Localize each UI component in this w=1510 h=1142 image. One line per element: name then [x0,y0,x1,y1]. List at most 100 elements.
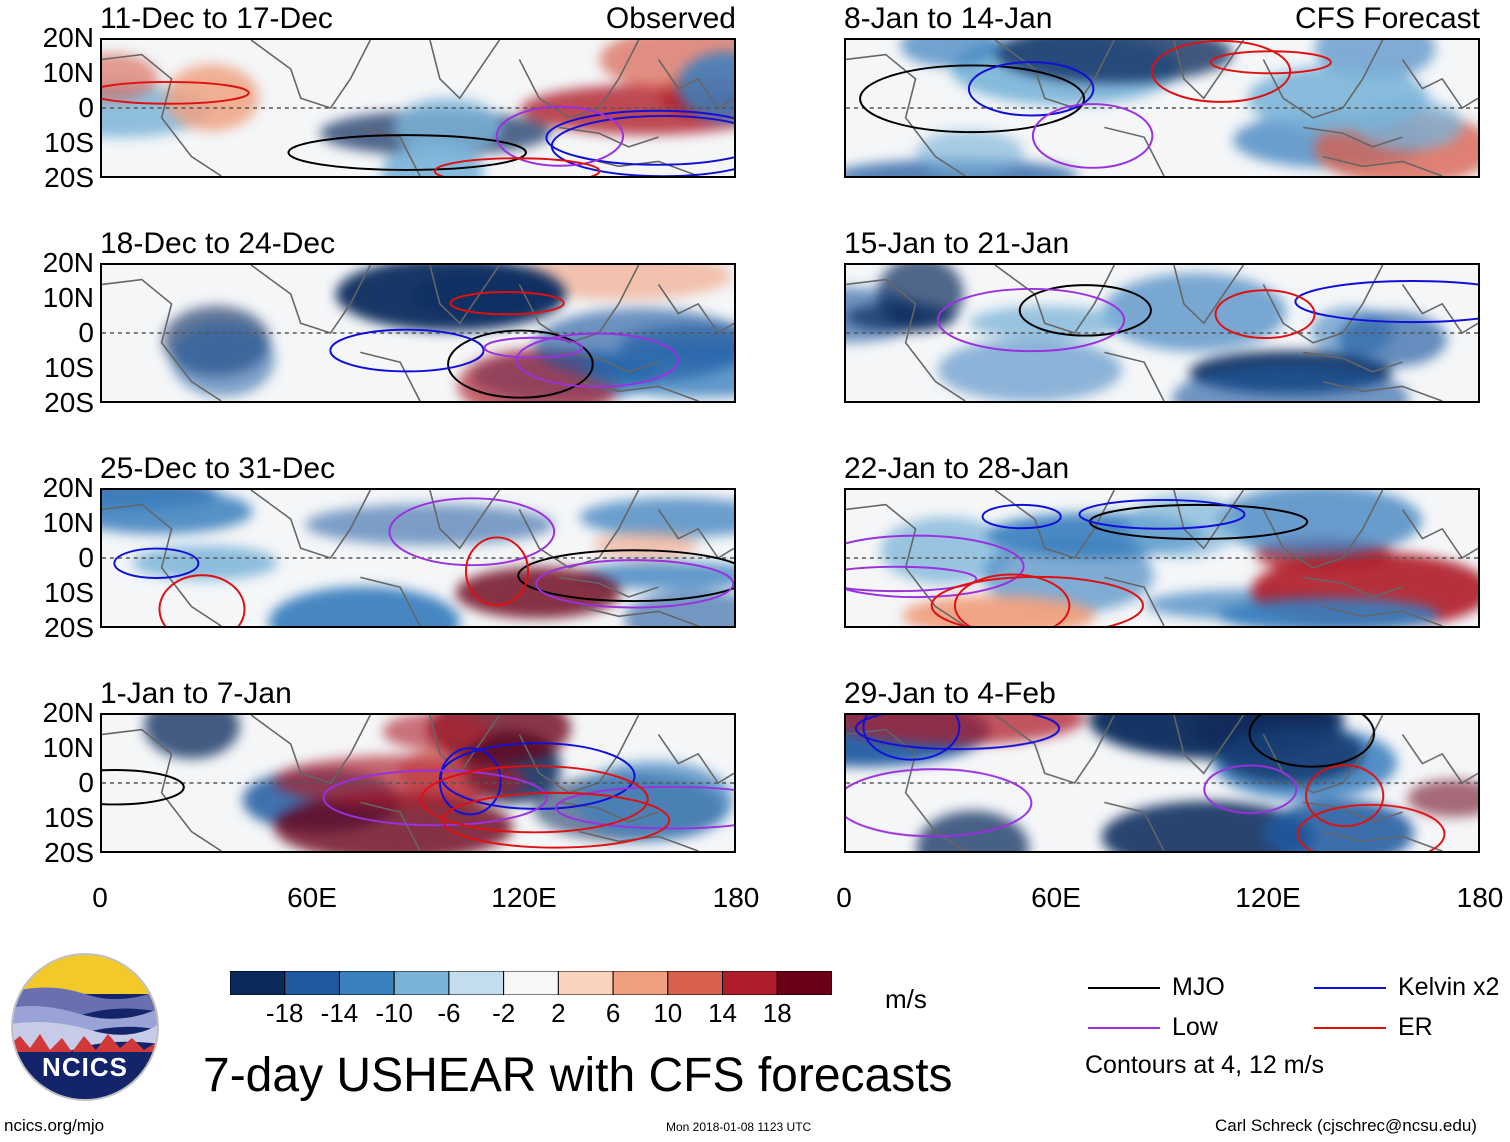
coastline [1401,283,1478,335]
coastline [518,40,640,119]
coastline [1104,801,1165,851]
contour-er [420,765,649,834]
y-tick-label: 0 [78,767,94,798]
contour-kelvin-x2 [862,715,961,761]
shear-map [846,490,1478,626]
map-panel [100,713,736,853]
contour-er [441,791,671,849]
coastline [1322,380,1443,401]
contour-kelvin-x2 [854,715,1061,751]
x-tick-label: 180 [712,882,760,913]
shear-anomaly-blob [534,308,734,382]
coastline [1302,126,1403,148]
coastline [657,733,734,785]
colorbar-swatch [722,970,778,996]
colorbar-tick-label: -10 [375,998,413,1028]
shear-anomaly-blob [132,545,278,581]
coastline [1173,490,1245,550]
contour-er [433,157,601,176]
coastline [1262,40,1384,119]
x-tick-label: 0 [836,882,852,913]
x-tick-label: 0 [92,882,108,913]
coastline [1322,605,1443,626]
colorbar-swatch [284,970,340,996]
contour-note: Contours at 4, 12 m/s [1085,1051,1325,1079]
shear-map [102,265,734,401]
shear-anomaly-blob [513,265,732,301]
y-tick-label: 10S [44,127,94,158]
shear-anomaly-blob [579,497,734,538]
y-tick-label: 10S [44,577,94,608]
legend-label: Kelvin x2 [1398,973,1500,1001]
colorbar-swatches [229,970,833,996]
contour-low [846,565,978,593]
shear-anomaly-blob [102,53,159,102]
colorbar-swatch [776,970,833,996]
panel-title: 18-Dec to 24-Dec [100,227,336,260]
colorbar-swatch [503,970,559,996]
contour-kelvin-x2 [113,547,200,579]
y-tick-label: 20N [42,472,94,503]
panel-tag: CFS Forecast [1294,2,1480,35]
coastline [1302,351,1403,373]
y-tick-label: 20N [42,22,94,53]
map-panel [844,713,1480,853]
shear-anomaly-blob [305,503,554,546]
contour-er [102,80,250,105]
coastline [578,605,699,626]
coastline [1322,155,1443,176]
contour-kelvin-x2 [981,503,1062,530]
site-link[interactable]: ncics.org/mjo [4,1116,105,1135]
shear-anomaly-blob [1101,800,1315,851]
y-tick-label: 10N [42,282,94,313]
map-panel [100,38,736,178]
x-tick-label: 120E [1235,882,1301,913]
coastline [1104,576,1165,626]
shear-map [846,40,1478,176]
colorbar-swatch [393,970,450,996]
y-tick-label: 10N [42,732,94,763]
colorbar-swatch [612,970,669,996]
contour-low [388,497,556,567]
shear-anomaly-blob [144,715,240,759]
shear-anomaly-blob [171,322,275,397]
y-tick-label: 10N [42,57,94,88]
panel-title: 8-Jan to 14-Jan [844,2,1053,35]
coastline [1401,733,1478,785]
shear-anomaly-blob [576,561,734,590]
timestamp: Mon 2018-01-08 1123 UTC [666,1120,812,1134]
shear-map [846,715,1478,851]
contour-low [554,785,734,830]
coastline [518,265,640,344]
colorbar-tick-label: 6 [605,998,621,1028]
contour-er [465,536,530,606]
y-tick-label: 20N [42,247,94,278]
coastline [360,351,421,401]
shear-anomaly-blob [1217,597,1440,626]
coastline [1322,830,1443,851]
panel-title: 15-Jan to 21-Jan [844,227,1070,260]
shear-anomaly-blob [268,586,461,626]
coastline [994,40,1116,109]
coastline [1401,58,1478,110]
contour-kelvin-x2 [545,109,734,166]
shear-anomaly-blob [393,98,502,155]
contour-low [322,769,548,827]
shear-anomaly-blob [592,531,698,560]
coastline [250,490,372,559]
shear-anomaly-blob [1216,722,1364,784]
shear-map [846,265,1478,401]
panel-title: 29-Jan to 4-Feb [844,677,1056,710]
coastline [994,490,1116,559]
contour-er [930,575,1144,626]
contour-er [449,291,565,316]
coastline [1104,351,1165,401]
contour-kelvin-x2 [329,328,485,373]
panel-title: 11-Dec to 17-Dec [100,2,333,35]
contour-low [846,768,1033,838]
x-tick-label: 180 [1456,882,1504,913]
legend-swatch [1088,1027,1160,1029]
coastline [657,58,734,110]
coastline [250,265,372,334]
panel-title: 25-Dec to 31-Dec [100,452,336,485]
